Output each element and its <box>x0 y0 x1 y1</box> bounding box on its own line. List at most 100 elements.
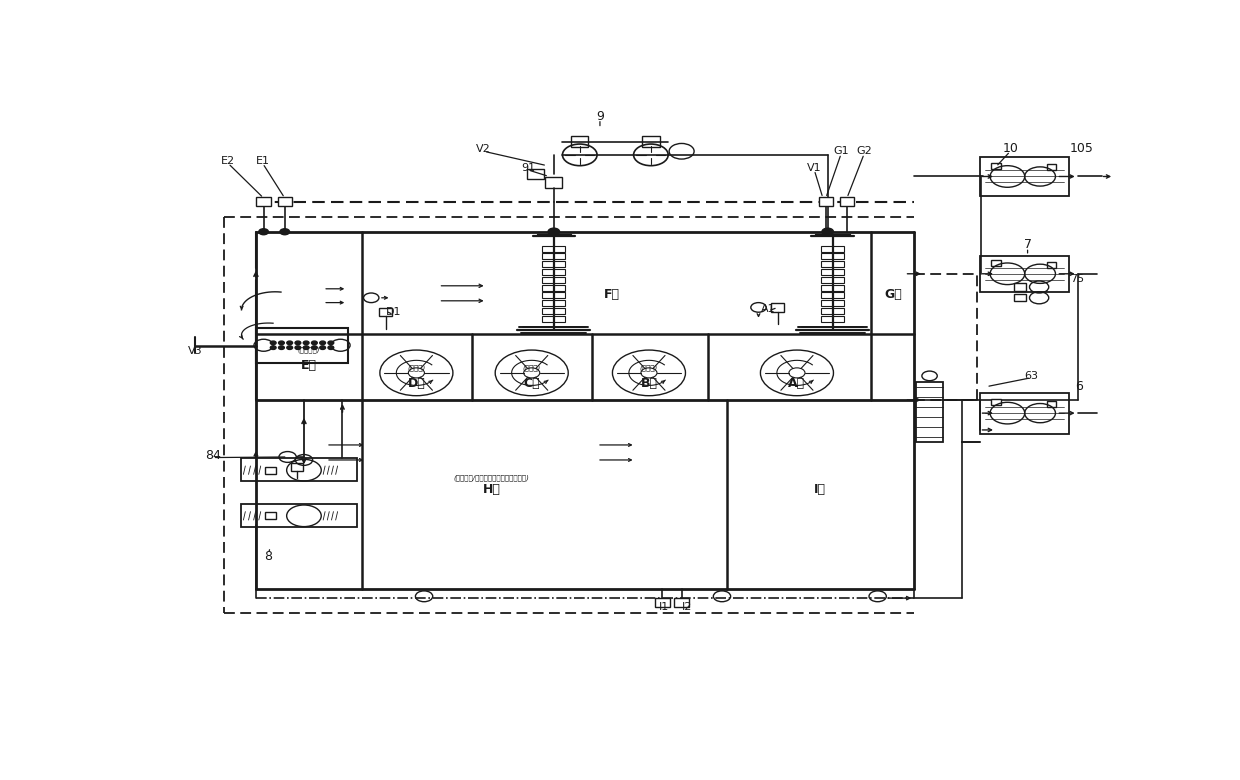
Bar <box>542 292 565 299</box>
Circle shape <box>304 341 309 345</box>
Text: (兼氧池): (兼氧池) <box>522 365 541 371</box>
Text: V3: V3 <box>188 346 202 356</box>
Text: V1: V1 <box>807 163 822 173</box>
Circle shape <box>320 346 326 349</box>
Bar <box>991 399 1001 406</box>
Bar <box>916 382 944 442</box>
Text: D池: D池 <box>408 377 425 389</box>
Text: G池: G池 <box>884 289 901 301</box>
Text: H池: H池 <box>482 484 500 497</box>
Circle shape <box>311 346 317 349</box>
Circle shape <box>279 346 284 349</box>
Text: 105: 105 <box>1069 143 1094 155</box>
Text: 7: 7 <box>1023 239 1032 251</box>
Bar <box>1014 294 1025 301</box>
Circle shape <box>295 341 301 345</box>
Bar <box>821 316 844 322</box>
Bar <box>821 292 844 299</box>
Bar <box>542 261 565 268</box>
Text: E池: E池 <box>301 359 316 371</box>
Circle shape <box>295 346 301 349</box>
Circle shape <box>548 228 559 236</box>
Bar <box>991 260 1001 266</box>
Circle shape <box>280 229 290 235</box>
Text: V2: V2 <box>476 144 491 154</box>
Bar <box>771 303 785 312</box>
Circle shape <box>320 341 326 345</box>
Bar <box>278 197 291 206</box>
Text: I1: I1 <box>660 602 670 612</box>
Text: (兼氧池): (兼氧池) <box>640 365 658 371</box>
Text: 91: 91 <box>521 163 534 173</box>
Circle shape <box>822 228 833 236</box>
Circle shape <box>270 341 277 345</box>
Bar <box>818 197 833 206</box>
Text: 10: 10 <box>1002 143 1018 155</box>
Bar <box>821 277 844 283</box>
Bar <box>542 285 565 291</box>
Bar <box>242 504 357 526</box>
Bar <box>839 197 854 206</box>
Bar <box>1047 262 1056 268</box>
Bar <box>572 136 589 147</box>
Text: I2: I2 <box>682 602 693 612</box>
Bar <box>981 256 1069 292</box>
Bar <box>542 308 565 314</box>
Bar <box>255 328 348 363</box>
Text: F池: F池 <box>604 289 620 301</box>
Bar <box>821 285 844 291</box>
Bar <box>542 269 565 275</box>
Bar <box>821 269 844 275</box>
Bar <box>1047 401 1056 407</box>
Bar <box>655 597 670 607</box>
Bar <box>542 300 565 307</box>
Bar <box>981 392 1069 434</box>
Text: (交互曝气/厌氧池，处理模式为厌氧池): (交互曝气/厌氧池，处理模式为厌氧池) <box>454 475 529 481</box>
Circle shape <box>327 341 334 345</box>
Bar <box>981 157 1069 196</box>
Bar <box>1014 283 1025 291</box>
Bar <box>675 597 689 607</box>
Text: B池: B池 <box>640 377 657 389</box>
Circle shape <box>327 346 334 349</box>
Bar <box>379 308 392 317</box>
Bar <box>991 163 1001 168</box>
Text: A1: A1 <box>761 303 775 314</box>
Bar <box>542 277 565 283</box>
Bar <box>821 308 844 314</box>
Bar <box>291 463 304 471</box>
Circle shape <box>286 346 293 349</box>
Bar <box>542 254 565 260</box>
Text: 8: 8 <box>264 550 273 562</box>
Text: (缺氧池): (缺氧池) <box>407 365 425 371</box>
Text: 75: 75 <box>1070 274 1085 284</box>
Bar <box>264 466 277 473</box>
Text: G1: G1 <box>833 147 849 156</box>
Bar <box>821 246 844 252</box>
Text: D1: D1 <box>386 307 401 317</box>
Text: I池: I池 <box>813 484 826 497</box>
Circle shape <box>279 341 284 345</box>
Text: (初沉污泥): (初沉污泥) <box>298 347 320 353</box>
Bar <box>821 261 844 268</box>
Circle shape <box>270 346 277 349</box>
Bar <box>542 246 565 252</box>
Bar <box>542 316 565 322</box>
Bar <box>264 512 277 519</box>
Bar <box>257 197 270 206</box>
Circle shape <box>259 229 268 235</box>
Text: C池: C池 <box>523 377 541 389</box>
Text: G2: G2 <box>857 147 872 156</box>
Bar <box>546 177 563 188</box>
Text: A池: A池 <box>789 377 806 389</box>
Text: E1: E1 <box>255 156 269 166</box>
Bar <box>242 458 357 481</box>
Bar <box>527 168 544 179</box>
Text: E2: E2 <box>221 156 236 166</box>
Circle shape <box>311 341 317 345</box>
Text: 84: 84 <box>205 448 221 462</box>
Bar <box>642 136 660 147</box>
Text: 9: 9 <box>596 110 604 123</box>
Circle shape <box>304 346 309 349</box>
Bar <box>821 300 844 307</box>
